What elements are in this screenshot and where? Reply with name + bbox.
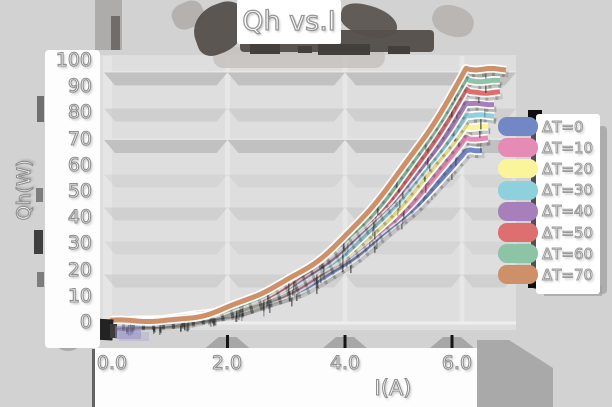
y-tick-label: 10 [67,284,92,307]
y-tick-label: 20 [67,258,92,281]
title-shadow-drip [388,46,410,54]
y-tick-label: 50 [67,179,92,202]
x-tick-label: 6.0 [441,351,473,374]
legend-swatch [498,117,538,136]
legend-swatch [498,265,538,285]
legend-label: ΔT=70 [542,265,594,284]
legend-swatch [498,201,538,221]
chart-title: Qh vs.I [242,5,337,37]
legend-shadow-right [598,126,607,294]
y-tick-label: 80 [67,101,92,124]
x-tick-label: 0.0 [96,351,128,374]
title-shadow-drip [318,44,370,55]
x-tick-label: 2.0 [211,351,243,374]
legend-swatch [498,138,538,158]
y-tick-label: 90 [67,75,92,98]
y-tick-label: 40 [67,206,92,229]
legend-swatch [498,180,538,200]
legend-label: ΔT=30 [542,181,594,200]
legend-label: ΔT=40 [542,202,594,221]
legend-swatch [498,244,538,264]
legend-swatch [498,159,538,179]
title-box: Qh vs.I [237,0,341,44]
legend-rows: ΔT=0 ΔT=10 ΔT=20 ΔT=30 ΔT=40 ΔT=50 ΔT=60 ΔT=70 [494,110,612,302]
legend-label: ΔT=60 [542,244,594,263]
legend-label: ΔT=20 [542,159,594,178]
legend-swatch [498,223,538,242]
y-tick-label: 30 [67,232,92,255]
legend-box [536,114,600,294]
x-axis-label: I(A) [374,375,412,400]
y-axis-strip: 100 90 80 70 60 50 40 30 20 10 0 [45,48,100,348]
x-tick-label: 4.0 [329,351,361,374]
legend-shadow-notch [528,110,542,121]
legend-label: ΔT=50 [542,223,594,242]
legend-label: ΔT=0 [542,117,585,136]
x-axis-strip: I(A) 0.0 2.0 4.0 6.0 [95,348,477,407]
y-tick-label: 60 [67,153,92,176]
legend-label: ΔT=10 [542,138,594,157]
y-tick-label: 70 [67,127,92,150]
title-shadow-drip [298,46,312,53]
legend: ΔT=0 ΔT=10 ΔT=20 ΔT=30 ΔT=40 ΔT=50 ΔT=60 ΔT=70 [494,110,612,302]
y-tick-label: 100 [55,48,92,71]
y-tick-label: 0 [79,310,92,333]
title-shadow-drip [250,44,280,54]
